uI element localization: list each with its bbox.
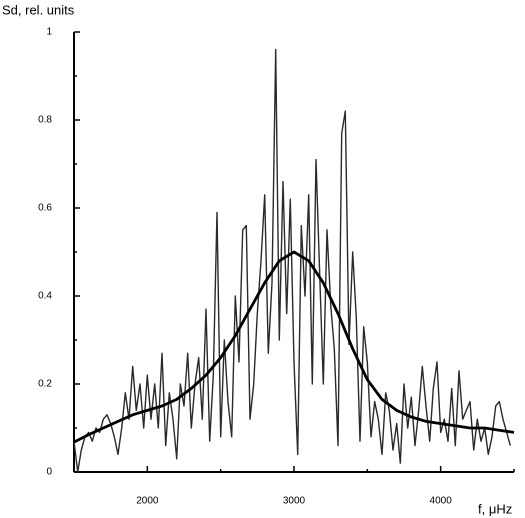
y-tick-label: 0.8 (38, 115, 52, 126)
x-axis-label: f, μHz (478, 501, 512, 516)
y-tick-label: 0.2 (38, 379, 52, 390)
spectrum-line (73, 48, 511, 473)
y-tick-label: 0 (46, 467, 52, 478)
y-axis-label: Sd, rel. units (2, 2, 75, 17)
y-tick-label: 0.6 (38, 203, 52, 214)
fit-line (73, 250, 515, 444)
x-tick-label: 3000 (283, 496, 306, 507)
x-tick-label: 2000 (136, 496, 159, 507)
x-tick-label: 4000 (430, 496, 453, 507)
y-tick-label: 1 (46, 27, 52, 38)
y-tick-label: 0.4 (38, 291, 52, 302)
